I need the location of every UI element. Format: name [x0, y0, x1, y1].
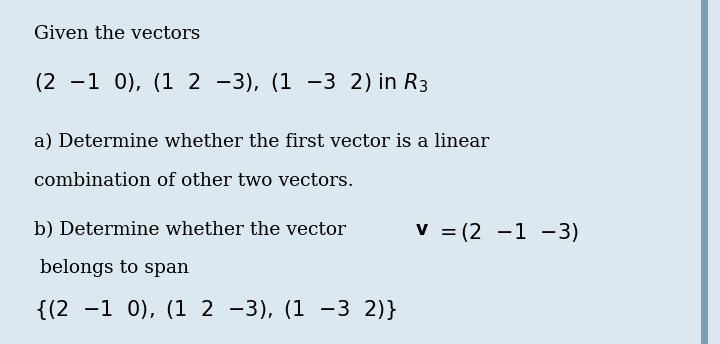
- Text: combination of other two vectors.: combination of other two vectors.: [34, 172, 354, 190]
- Text: $\mathbf{v}$: $\mathbf{v}$: [415, 222, 428, 239]
- Text: $=\left(2\ \ {-1}\ \ {-3}\right)$: $=\left(2\ \ {-1}\ \ {-3}\right)$: [435, 222, 579, 245]
- Text: belongs to span: belongs to span: [34, 259, 189, 277]
- Text: b) Determine whether the vector: b) Determine whether the vector: [34, 222, 351, 239]
- Text: $\{\left(2\ \ {-1}\ \ 0\right),\ \left(1\ \ 2\ \ {-3}\right),\ \left(1\ \ {-3}\ : $\{\left(2\ \ {-1}\ \ 0\right),\ \left(1…: [34, 298, 397, 322]
- Text: Given the vectors: Given the vectors: [34, 25, 200, 43]
- Text: a) Determine whether the first vector is a linear: a) Determine whether the first vector is…: [34, 133, 489, 151]
- Text: $\left(2\ \ {-1}\ \ 0\right),\ \left(1\ \ 2\ \ {-3}\right),\ \left(1\ \ {-3}\ \ : $\left(2\ \ {-1}\ \ 0\right),\ \left(1\ …: [34, 71, 428, 95]
